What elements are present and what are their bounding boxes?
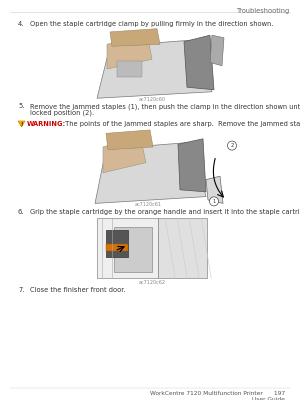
Text: Open the staple cartridge clamp by pulling firmly in the direction shown.: Open the staple cartridge clamp by pulli…: [30, 21, 273, 27]
Circle shape: [209, 197, 218, 206]
Polygon shape: [95, 142, 206, 203]
Text: WARNING:: WARNING:: [27, 121, 66, 127]
Bar: [113, 227, 152, 272]
Bar: [106, 230, 128, 257]
Text: 7.: 7.: [18, 287, 24, 293]
Polygon shape: [18, 121, 25, 127]
Text: 4.: 4.: [18, 21, 24, 27]
Text: locked position (2).: locked position (2).: [30, 110, 94, 116]
Bar: [106, 244, 128, 251]
Polygon shape: [103, 135, 146, 173]
Bar: [117, 60, 142, 77]
Polygon shape: [178, 139, 206, 192]
Text: 5.: 5.: [18, 103, 24, 109]
Text: ac7120c62: ac7120c62: [139, 280, 166, 285]
Text: ac7120c61: ac7120c61: [134, 202, 161, 207]
Polygon shape: [107, 33, 152, 69]
Polygon shape: [210, 35, 224, 66]
Text: Remove the jammed staples (1), then push the clamp in the direction shown until : Remove the jammed staples (1), then push…: [30, 103, 300, 110]
Text: 2: 2: [230, 143, 234, 148]
Text: !: !: [20, 122, 23, 126]
Text: Grip the staple cartridge by the orange handle and insert it into the staple car: Grip the staple cartridge by the orange …: [30, 209, 300, 215]
Circle shape: [227, 141, 236, 150]
Polygon shape: [184, 35, 214, 90]
Bar: [158, 218, 207, 278]
Text: ac7120c60: ac7120c60: [139, 97, 166, 102]
Text: WorkCentre 7120 Multifunction Printer      197: WorkCentre 7120 Multifunction Printer 19…: [150, 391, 285, 396]
Text: 1: 1: [212, 199, 216, 204]
Text: The points of the jammed staples are sharp.  Remove the jammed staples carefully: The points of the jammed staples are sha…: [63, 121, 300, 127]
Polygon shape: [106, 130, 153, 150]
Text: 6.: 6.: [18, 209, 24, 215]
Polygon shape: [110, 29, 160, 46]
Bar: [97, 218, 158, 278]
Text: Troubleshooting: Troubleshooting: [237, 8, 290, 14]
Text: Close the finisher front door.: Close the finisher front door.: [30, 287, 125, 293]
Polygon shape: [206, 176, 223, 203]
Polygon shape: [97, 40, 212, 98]
Text: User Guide: User Guide: [252, 397, 285, 400]
